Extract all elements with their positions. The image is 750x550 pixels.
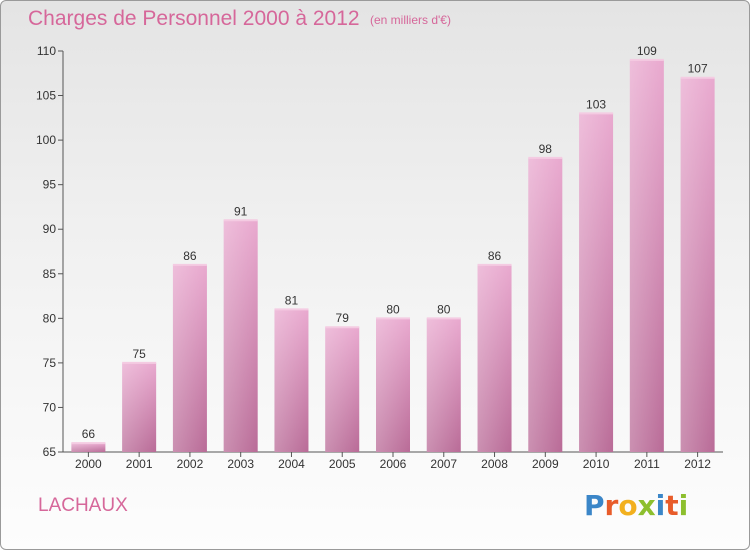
y-tick-label: 90: [43, 222, 57, 236]
bar-value-label: 103: [586, 97, 606, 111]
bar-value-label: 80: [386, 302, 400, 316]
x-tick-label: 2006: [380, 457, 407, 471]
bar-value-label: 80: [437, 302, 451, 316]
x-tick-label: 2010: [583, 457, 610, 471]
x-tick-label: 2005: [329, 457, 356, 471]
x-tick-label: 2000: [75, 457, 102, 471]
y-tick-label: 65: [43, 445, 57, 459]
x-tick-label: 2001: [126, 457, 153, 471]
bar-value-label: 98: [539, 142, 553, 156]
bar-highlight: [376, 318, 410, 452]
bar-value-label: 86: [183, 249, 197, 263]
y-tick-label: 110: [37, 44, 56, 58]
y-tick-label: 100: [36, 133, 56, 147]
y-tick-label: 85: [43, 267, 57, 281]
bar-highlight: [71, 443, 106, 452]
bar-value-label: 66: [82, 427, 96, 441]
x-tick-label: 2009: [532, 457, 559, 471]
bar-value-label: 91: [234, 204, 248, 218]
bar-value-label: 75: [132, 347, 146, 361]
y-tick-label: 105: [36, 89, 56, 103]
logo-letter: i: [678, 489, 689, 522]
chart-subtitle: (en milliers d'€): [370, 13, 451, 27]
logo-letter: r: [604, 489, 619, 522]
bar-highlight: [477, 264, 512, 452]
bar-highlight: [579, 113, 614, 452]
x-tick-label: 2004: [278, 457, 305, 471]
bar-value-label: 81: [285, 293, 299, 307]
town-name: LACHAUX: [38, 495, 128, 516]
logo-letter: x: [637, 489, 656, 522]
y-tick-label: 80: [43, 311, 57, 325]
bar-highlight: [274, 309, 309, 452]
x-tick-label: 2002: [177, 457, 204, 471]
logo-letter: P: [584, 489, 605, 522]
proxiti-logo[interactable]: Proxiti: [584, 489, 688, 522]
bar-value-label: 86: [488, 249, 502, 263]
x-tick-label: 2007: [430, 457, 457, 471]
x-tick-label: 2011: [634, 457, 660, 471]
bar-highlight: [122, 362, 157, 452]
x-tick-label: 2008: [481, 457, 508, 471]
logo-letter: i: [655, 489, 666, 522]
bar-highlight: [629, 59, 664, 453]
bar-highlight: [528, 157, 563, 452]
x-tick-label: 2012: [684, 457, 711, 471]
bar-highlight: [172, 264, 207, 452]
chart-title: Charges de Personnel 2000 à 2012: [28, 7, 360, 30]
x-tick-label: 2003: [227, 457, 254, 471]
bar-value-label: 109: [637, 44, 657, 58]
logo-letter: t: [665, 489, 679, 522]
y-tick-label: 70: [43, 400, 57, 414]
y-tick-label: 75: [43, 356, 57, 370]
y-tick-label: 95: [43, 178, 57, 192]
bar-value-label: 107: [688, 62, 708, 76]
bar-highlight: [223, 220, 258, 452]
bar-value-label: 79: [336, 311, 350, 325]
bar-highlight: [426, 318, 461, 452]
bar-highlight: [680, 77, 715, 452]
logo-letter: o: [618, 489, 638, 522]
bar-highlight: [325, 327, 360, 452]
